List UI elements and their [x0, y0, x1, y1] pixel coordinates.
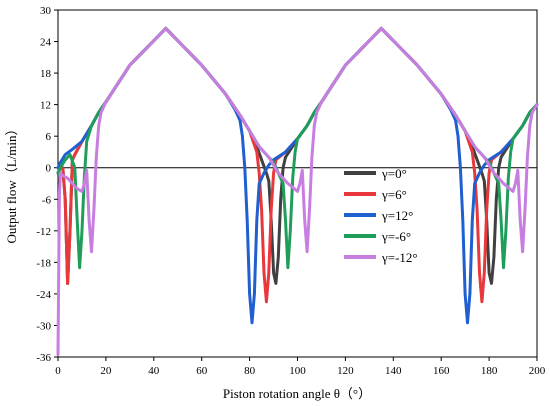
- x-tick-label: 120: [337, 365, 354, 377]
- series-line: [56, 26, 539, 270]
- legend-label: γ=-12°: [381, 250, 418, 265]
- legend-label: γ=6°: [381, 187, 407, 202]
- x-tick-label: 60: [196, 365, 208, 377]
- series-line: [56, 26, 539, 325]
- y-tick-label: 18: [40, 68, 52, 80]
- x-tick-label: 40: [148, 365, 160, 377]
- legend-label: γ=12°: [381, 208, 413, 223]
- y-tick-label: -6: [42, 194, 52, 206]
- series-line: [56, 26, 539, 356]
- x-tick-label: 80: [244, 365, 256, 377]
- legend-label: γ=0°: [381, 166, 407, 181]
- x-axis-title: Piston rotation angle θ（°）: [223, 386, 371, 401]
- x-tick-label: 20: [100, 365, 112, 377]
- y-ticks: -36 -30 -24 -18 -12 -6 0 6 12 18 24 30: [36, 5, 58, 364]
- y-tick-label: -24: [36, 289, 51, 301]
- y-axis-title: Output flow（L/min）: [4, 123, 19, 244]
- y-tick-label: 24: [40, 37, 52, 49]
- x-tick-label: 200: [529, 365, 546, 377]
- series-lines: [56, 26, 539, 356]
- y-tick-label: 0: [46, 163, 52, 175]
- y-tick-label: 12: [40, 100, 51, 112]
- x-tick-label: 100: [289, 365, 306, 377]
- y-tick-label: 6: [46, 131, 52, 143]
- legend-label: γ=-6°: [381, 229, 411, 244]
- x-tick-label: 140: [385, 365, 402, 377]
- x-tick-label: 160: [433, 365, 450, 377]
- y-tick-label: -30: [36, 320, 51, 332]
- y-tick-label: -12: [36, 226, 51, 238]
- x-tick-label: 0: [55, 365, 61, 377]
- y-tick-label: 30: [40, 5, 52, 17]
- x-ticks: 0 20 40 60 80 100 120 140 160 180 200: [55, 357, 546, 377]
- y-tick-label: -18: [36, 257, 51, 269]
- y-tick-label: -36: [36, 352, 51, 364]
- legend: γ=0° γ=6° γ=12° γ=-6° γ=-12°: [344, 166, 418, 265]
- x-tick-label: 180: [481, 365, 498, 377]
